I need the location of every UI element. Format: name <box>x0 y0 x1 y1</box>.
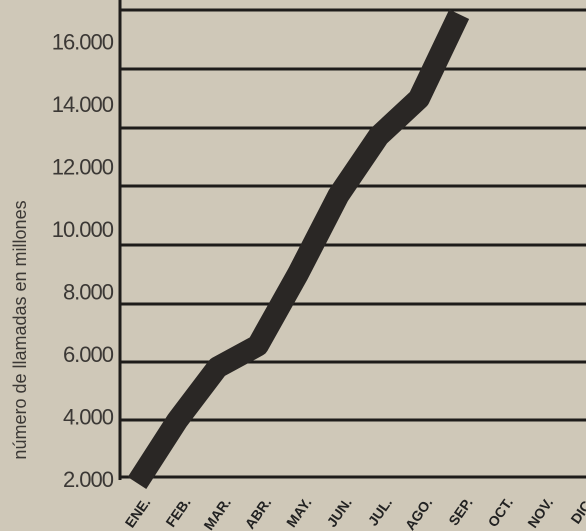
y-tick-label: 6.000 <box>63 342 114 367</box>
y-tick-label: 16.000 <box>52 29 114 54</box>
y-axis-label: número de llamadas en millones <box>10 200 30 459</box>
y-tick-label: 4.000 <box>63 404 114 429</box>
series-line <box>127 9 470 489</box>
y-tick-label: 2.000 <box>63 467 114 492</box>
y-tick-label: 12.000 <box>52 154 114 179</box>
y-tick-label: 10.000 <box>52 217 114 242</box>
y-tick-label: 8.000 <box>63 279 114 304</box>
y-tick-label: 14.000 <box>52 92 114 117</box>
